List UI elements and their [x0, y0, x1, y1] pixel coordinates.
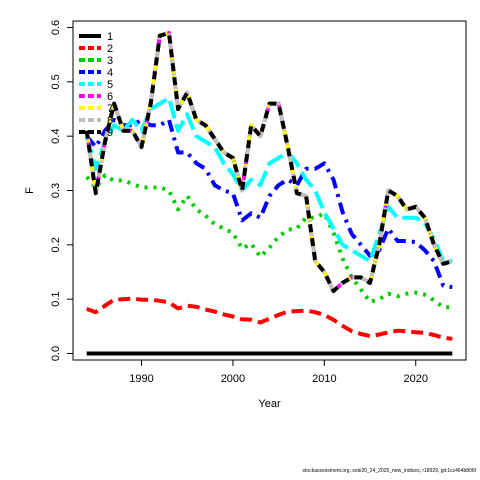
legend-label-4: 4 [107, 67, 113, 79]
y-axis: 0.0 0.1 0.2 0.3 0.4 0.5 0.6 [50, 20, 74, 361]
legend-label-6: 6 [107, 91, 113, 103]
footnote: stockassessment.org, sole20_24_2025_new_… [302, 468, 476, 474]
x-tick-label: 2010 [312, 373, 336, 385]
legend-label-7: 7 [107, 103, 113, 115]
y-tick-label: 0.3 [50, 183, 62, 198]
y-tick-label: 0.4 [50, 129, 62, 144]
y-tick-label: 0.0 [50, 346, 62, 361]
series-5-line [84, 96, 453, 264]
plot-frame [72, 20, 467, 361]
y-tick-label: 0.5 [50, 74, 62, 89]
series-9-line [84, 31, 453, 293]
legend-label-2: 2 [107, 43, 113, 55]
y-tick-label: 0.6 [50, 20, 62, 35]
x-tick-label: 2020 [403, 373, 427, 385]
y-axis-label: F [24, 187, 36, 194]
legend-label-9: 9 [107, 127, 113, 139]
series-3-line [85, 173, 453, 310]
series-2-line [86, 296, 453, 341]
legend-label-8: 8 [107, 115, 113, 127]
legend-label-5: 5 [107, 79, 113, 91]
legend-label-3: 3 [107, 55, 113, 67]
x-axis: 1990 2000 2010 2020 [129, 359, 428, 385]
x-tick-label: 1990 [129, 373, 153, 385]
series-lines [84, 31, 453, 356]
legend-label-1: 1 [107, 31, 113, 43]
x-axis-label: Year [258, 398, 281, 410]
x-tick-label: 2000 [221, 373, 245, 385]
y-tick-label: 0.2 [50, 237, 62, 252]
y-tick-label: 0.1 [50, 292, 62, 307]
